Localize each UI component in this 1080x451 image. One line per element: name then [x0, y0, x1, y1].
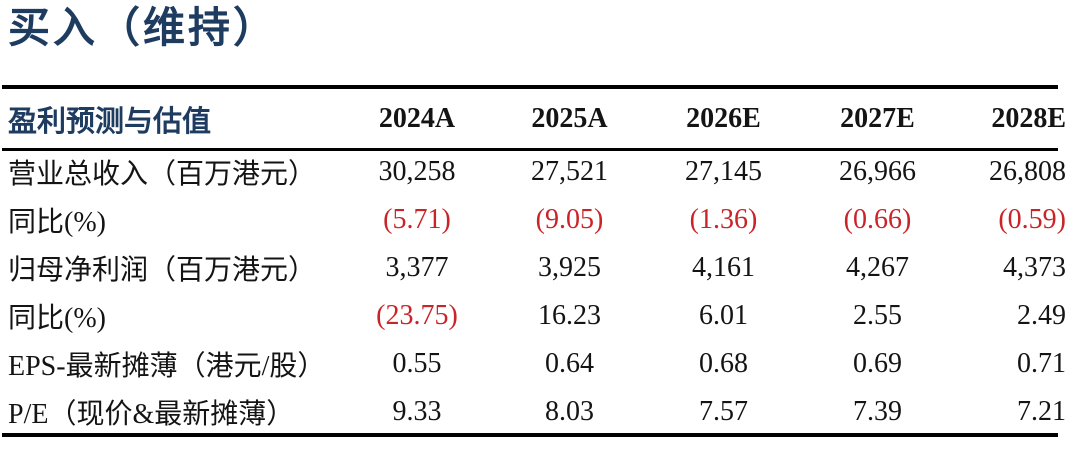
table-row-pe: P/E（现价&最新摊薄） 9.33 8.03 7.57 7.39 7.21: [0, 388, 1080, 436]
cell-value: 7.21: [1017, 396, 1066, 427]
cell-value: 4,161: [692, 252, 755, 283]
cell-value: 3,925: [538, 252, 601, 283]
row-label: 同比(%): [8, 207, 106, 238]
cell-value: (0.66): [843, 204, 912, 235]
table-row-revenue-yoy: 同比(%) (5.71) (9.05) (1.36) (0.66) (0.59): [0, 196, 1080, 244]
cell-value: 9.33: [392, 396, 442, 427]
cell-value: 16.23: [538, 300, 601, 331]
row-label: EPS-最新摊薄（港元/股）: [8, 351, 326, 382]
cell-value: 27,521: [531, 156, 608, 187]
cell-value: 2.55: [853, 300, 902, 331]
cell-value: 0.68: [699, 348, 748, 379]
table-row-net-profit: 归母净利润（百万港元） 3,377 3,925 4,161 4,267 4,37…: [0, 244, 1080, 292]
cell-value: 26,966: [839, 156, 916, 187]
column-header-2024a: 2024A: [378, 102, 456, 134]
cell-value: 4,373: [1003, 252, 1066, 283]
cell-value: (23.75): [376, 300, 458, 331]
cell-value: 0.69: [853, 348, 902, 379]
table-header-row: 盈利预测与估值 2024A 2025A 2026E 2027E 2028E: [0, 89, 1080, 148]
cell-value: 0.64: [545, 348, 594, 379]
cell-value: (9.05): [535, 204, 604, 235]
table-bottom-border: [2, 433, 1058, 437]
table-title: 盈利预测与估值: [8, 105, 212, 138]
cell-value: (5.71): [383, 204, 451, 235]
column-header-2025a: 2025A: [531, 102, 608, 134]
cell-value: 26,808: [989, 156, 1066, 187]
cell-value: 7.39: [853, 396, 902, 427]
forecast-valuation-table: 盈利预测与估值 2024A 2025A 2026E 2027E 2028E 营业…: [0, 89, 1080, 436]
cell-value: 3,377: [385, 252, 449, 283]
cell-value: 4,267: [846, 252, 909, 283]
column-header-2027e: 2027E: [840, 102, 915, 134]
cell-value: 6.01: [699, 300, 748, 331]
row-label: 同比(%): [8, 303, 106, 334]
table-row-net-profit-yoy: 同比(%) (23.75) 16.23 6.01 2.55 2.49: [0, 292, 1080, 340]
table-row-eps: EPS-最新摊薄（港元/股） 0.55 0.64 0.68 0.69 0.71: [0, 340, 1080, 388]
cell-value: 7.57: [699, 396, 748, 427]
table-top-border: [2, 85, 1058, 89]
table-header-divider: [2, 148, 1058, 151]
row-label: 营业总收入（百万港元）: [8, 159, 317, 190]
page-title: 买入（维持）: [8, 6, 279, 52]
cell-value: 0.71: [1017, 348, 1066, 379]
row-label: 归母净利润（百万港元）: [8, 255, 317, 286]
cell-value: 8.03: [545, 396, 594, 427]
table-row-revenue: 营业总收入（百万港元） 30,258 27,521 27,145 26,966 …: [0, 148, 1080, 196]
row-label: P/E（现价&最新摊薄）: [8, 399, 295, 430]
column-header-2026e: 2026E: [686, 102, 761, 134]
cell-value: 0.55: [392, 348, 442, 379]
cell-value: (1.36): [689, 204, 758, 235]
column-header-2028e: 2028E: [991, 102, 1066, 134]
cell-value: 27,145: [685, 156, 762, 187]
cell-value: 2.49: [1017, 300, 1066, 331]
cell-value: (0.59): [998, 204, 1066, 235]
cell-value: 30,258: [378, 156, 456, 187]
